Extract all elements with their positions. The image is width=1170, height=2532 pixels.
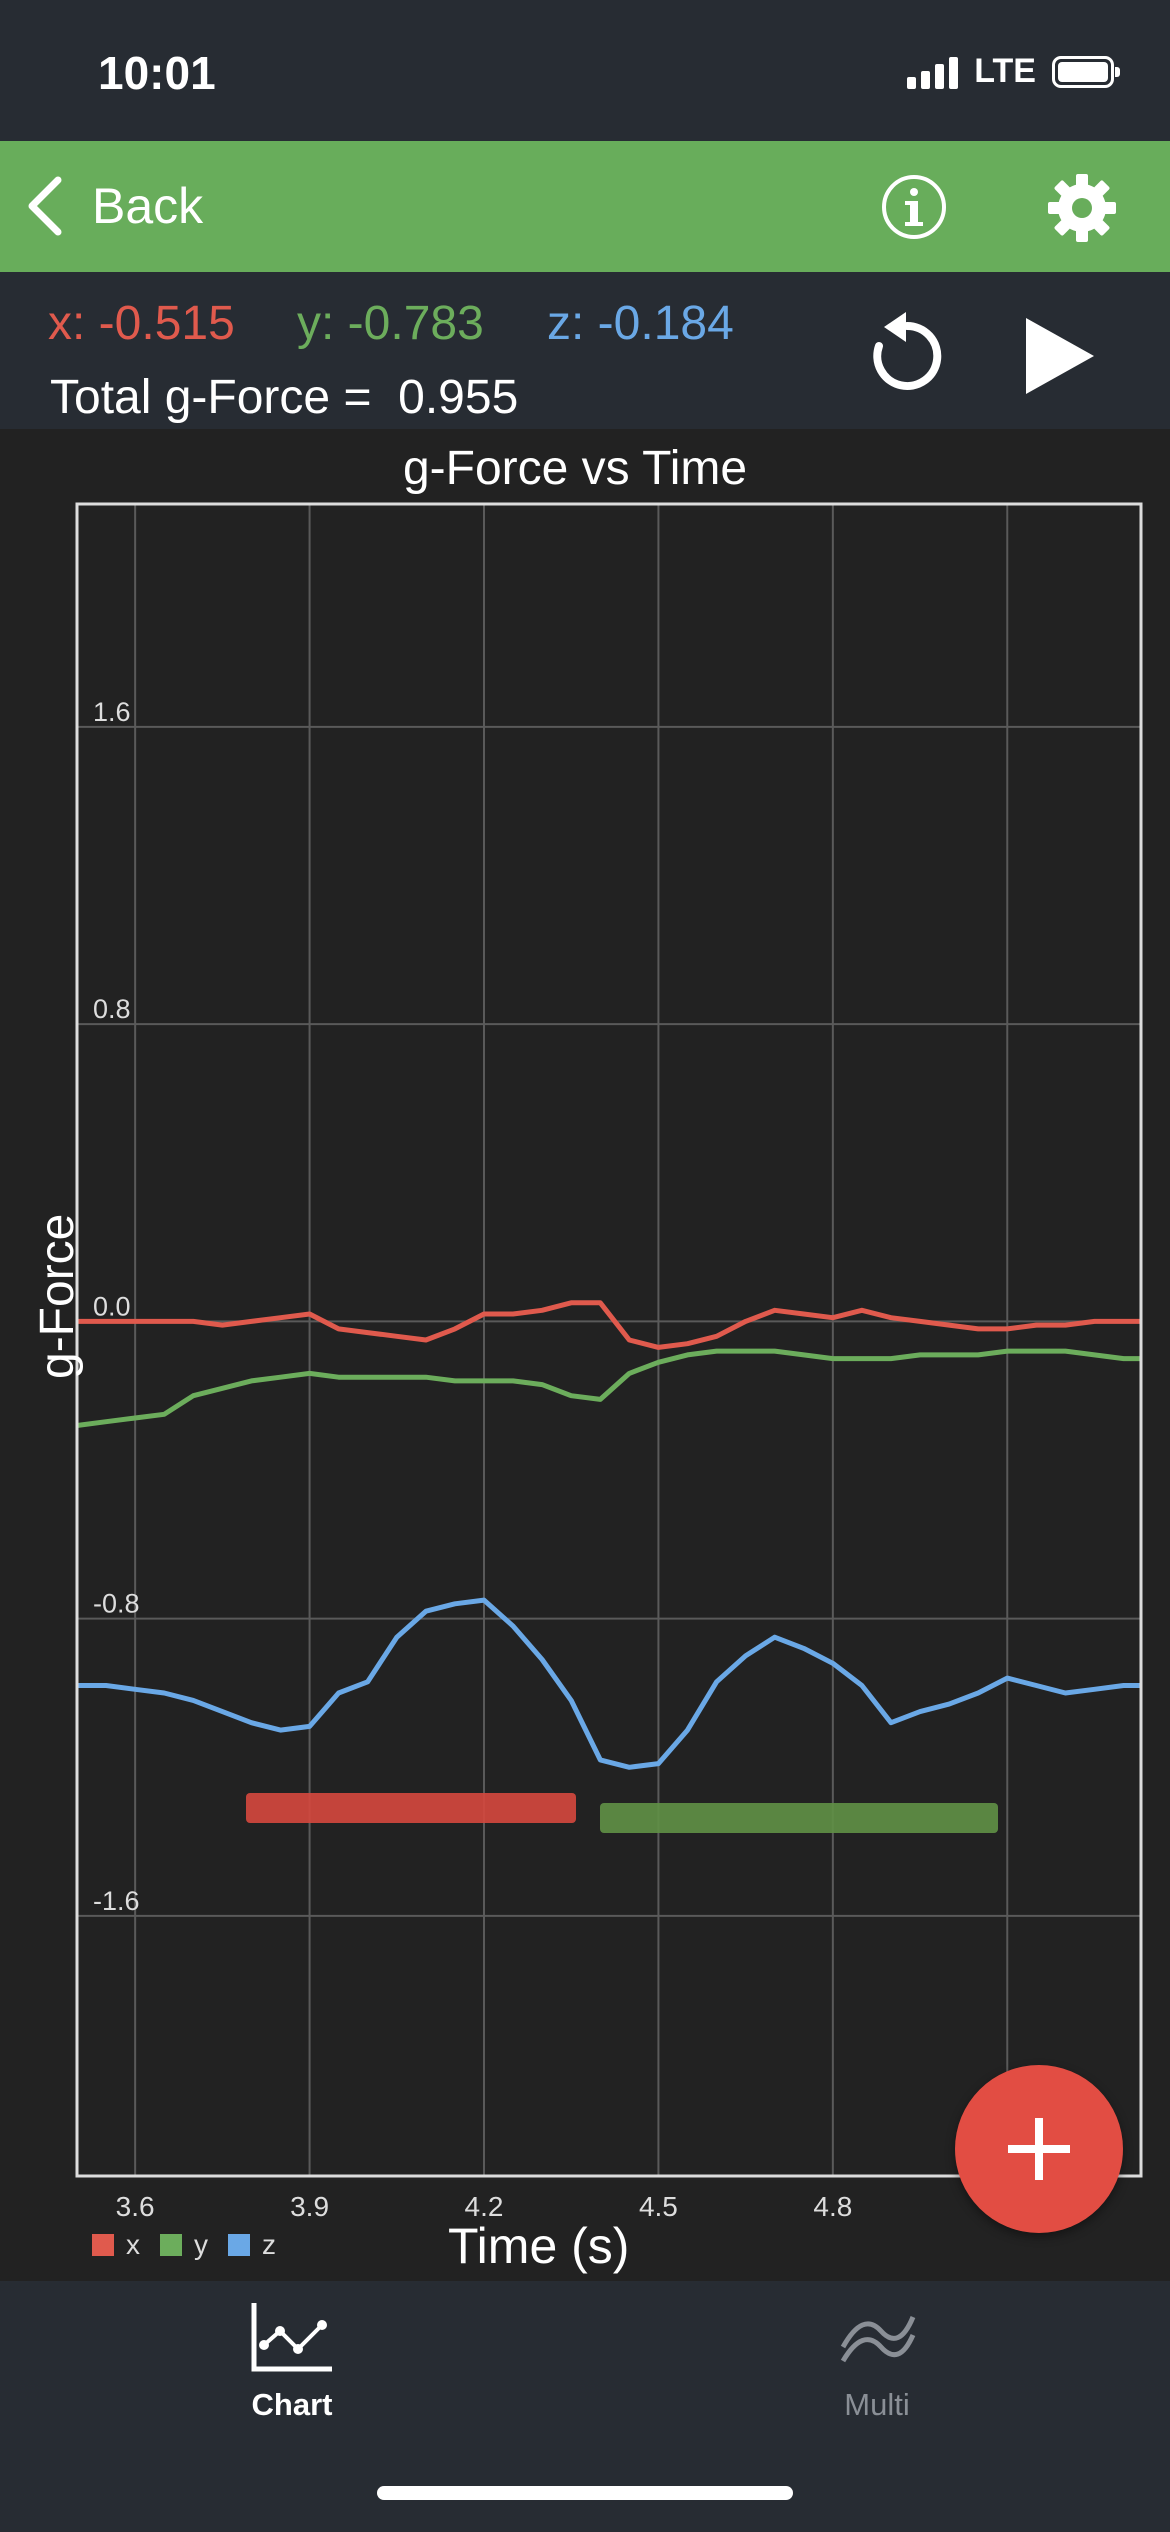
- gear-icon[interactable]: [1047, 173, 1117, 243]
- x-tick-label: 4.2: [465, 2191, 504, 2222]
- legend-swatch-z: [228, 2234, 250, 2256]
- y-tick-label: 0.0: [93, 1291, 131, 1321]
- tab-chart-label: Chart: [251, 2387, 333, 2422]
- plus-icon: [1008, 2118, 1070, 2180]
- tab-chart[interactable]: Chart: [142, 2301, 442, 2423]
- g-force-chart: 3.63.94.24.54.851.60.80.0-0.8-1.6: [75, 502, 1143, 2222]
- status-indicators: LTE: [907, 52, 1120, 91]
- x-axis-label: Time (s): [448, 2218, 630, 2274]
- reset-icon[interactable]: [862, 310, 952, 400]
- chevron-left-icon: [28, 176, 62, 236]
- status-time: 10:01: [98, 47, 216, 99]
- series-line-y: [76, 1348, 1141, 1428]
- network-type: LTE: [974, 52, 1036, 90]
- legend-label-y: y: [194, 2229, 208, 2260]
- redaction-mark-green: [600, 1803, 998, 1833]
- legend-item-z: z: [228, 2229, 276, 2261]
- sensor-readout: x: -0.515 y: -0.783 z: -0.184 Total g-Fo…: [0, 272, 1170, 429]
- x-tick-label: 4.5: [639, 2191, 678, 2222]
- back-label: Back: [92, 178, 204, 234]
- chart-line-icon: [251, 2303, 332, 2372]
- cellular-signal-icon: [907, 55, 959, 89]
- chart-legend: x y z: [92, 2229, 286, 2261]
- y-tick-label: -1.6: [93, 1886, 140, 1916]
- y-tick-label: -0.8: [93, 1589, 140, 1619]
- legend-label-x: x: [126, 2229, 140, 2260]
- chart-title: g-Force vs Time: [402, 442, 748, 495]
- plot-frame: [75, 502, 1143, 2178]
- home-indicator: [377, 2486, 793, 2500]
- tab-multi[interactable]: Multi: [727, 2301, 1027, 2423]
- y-tick-label: 0.8: [93, 994, 131, 1024]
- back-button[interactable]: Back: [24, 171, 203, 241]
- series-line-z: [77, 1597, 1141, 1770]
- y-value: y: -0.783: [297, 297, 484, 350]
- legend-item-y: y: [160, 2229, 208, 2261]
- z-value: z: -0.184: [547, 297, 734, 350]
- chart-area: 3.63.94.24.54.851.60.80.0-0.8-1.6 g-Forc…: [0, 429, 1170, 2281]
- legend-swatch-y: [160, 2234, 182, 2256]
- legend-item-x: x: [92, 2229, 140, 2261]
- multi-line-icon: [840, 2316, 916, 2363]
- tab-multi-label: Multi: [844, 2387, 910, 2422]
- info-icon[interactable]: [880, 173, 948, 241]
- battery-icon: [1052, 55, 1120, 88]
- x-tick-label: 3.6: [116, 2191, 155, 2222]
- y-axis-label: g-Force: [31, 1213, 84, 1379]
- add-button[interactable]: [955, 2065, 1123, 2233]
- x-tick-label: 3.9: [290, 2191, 329, 2222]
- legend-label-z: z: [262, 2229, 276, 2260]
- y-tick-label: 1.6: [93, 697, 131, 727]
- legend-swatch-x: [92, 2234, 114, 2256]
- redaction-mark-red: [246, 1793, 576, 1823]
- play-icon[interactable]: [1022, 314, 1098, 398]
- x-value: x: -0.515: [48, 297, 235, 350]
- status-bar: 10:01 LTE: [0, 0, 1170, 141]
- total-g-force: Total g-Force = 0.955: [50, 371, 519, 424]
- nav-bar: Back: [0, 141, 1170, 272]
- x-tick-label: 4.8: [813, 2191, 852, 2222]
- series-line-x: [77, 1300, 1141, 1350]
